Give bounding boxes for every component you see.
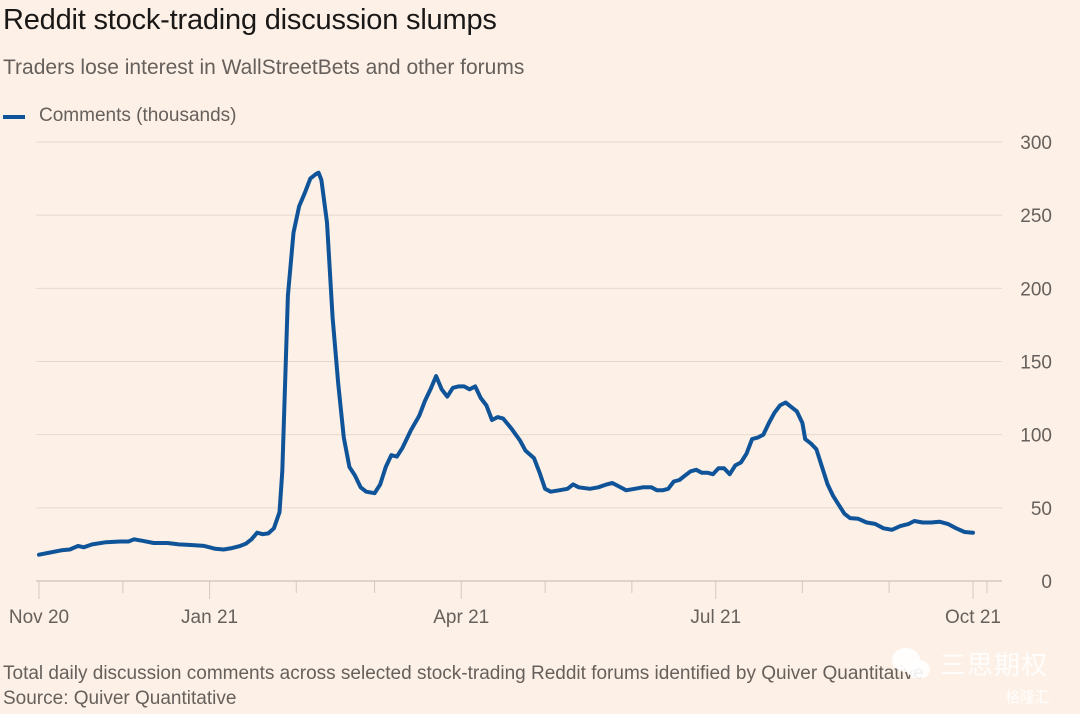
footnote-text: Total daily discussion comments across s…: [3, 663, 924, 684]
footnote: Total daily discussion comments across s…: [3, 661, 924, 711]
x-tick-label: Jul 21: [690, 607, 741, 628]
watermark-text: 三思期权: [940, 651, 1049, 681]
y-axis: 0 50 100 150 200 250 300: [1020, 133, 1052, 593]
series-group: [37, 170, 975, 557]
x-axis: Nov 20 Jan 21 Apr 21 Jul 21 Oct 21: [9, 580, 1002, 628]
wechat-logo-icon-small: [908, 660, 930, 679]
y-tick-label: 250: [1020, 206, 1052, 227]
y-tick-label: 0: [1041, 572, 1052, 593]
y-tick-label: 300: [1020, 133, 1052, 154]
y-tick-label: 200: [1020, 279, 1052, 300]
chart-subtitle: Traders lose interest in WallStreetBets …: [3, 56, 525, 79]
x-tick-label: Nov 20: [9, 607, 69, 628]
x-tick-label: Jan 21: [181, 607, 238, 628]
x-tick-label: Apr 21: [433, 607, 489, 628]
y-tick-label: 150: [1020, 353, 1052, 374]
legend: Comments (thousands): [3, 105, 236, 127]
source-text: Source: Quiver Quantitative: [3, 688, 237, 709]
gridlines: [36, 141, 1002, 509]
legend-label: Comments (thousands): [39, 105, 237, 126]
series-line: [37, 170, 975, 557]
chart-title: Reddit stock-trading discussion slumps: [3, 4, 497, 36]
y-tick-label: 100: [1020, 426, 1052, 447]
legend-swatch: [3, 115, 25, 119]
watermark-text-secondary: 格隆汇: [1005, 688, 1051, 706]
y-tick-label: 50: [1031, 499, 1052, 520]
x-tick-label: Oct 21: [945, 607, 1001, 628]
